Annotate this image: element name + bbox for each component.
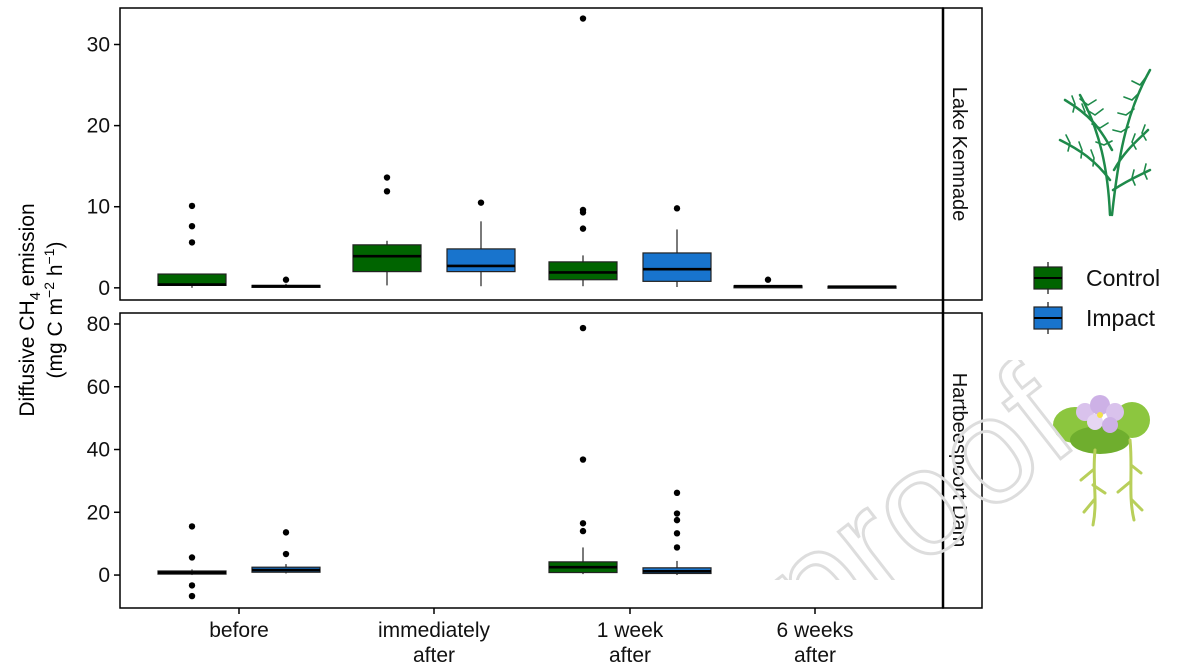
panel-marks: 0 10 20 30 bbox=[87, 15, 897, 300]
box-body bbox=[352, 244, 422, 273]
outlier-point bbox=[383, 174, 391, 181]
y-tick-label: 10 bbox=[87, 196, 110, 219]
y-tick-label: 0 bbox=[98, 277, 110, 300]
x-tick-label-line2: after bbox=[413, 644, 455, 667]
outlier-point bbox=[579, 206, 587, 214]
box-body bbox=[446, 248, 516, 273]
water-hyacinth-illustration-icon bbox=[1053, 395, 1150, 527]
outlier-point bbox=[383, 188, 391, 195]
outlier-point bbox=[673, 544, 681, 551]
y-axis-title-line2: (mg C m−2 h−1) bbox=[41, 242, 67, 379]
outlier-point bbox=[188, 239, 196, 246]
outlier-point bbox=[188, 202, 196, 210]
box-impact bbox=[251, 276, 321, 288]
box-control bbox=[733, 276, 803, 289]
box-control bbox=[157, 523, 227, 600]
box-impact bbox=[642, 205, 712, 288]
outlier-point bbox=[579, 225, 587, 232]
x-tick-label: before bbox=[209, 619, 269, 642]
panel-border bbox=[119, 312, 944, 609]
box-impact bbox=[446, 199, 516, 287]
outlier-point bbox=[282, 550, 290, 558]
outlier-point bbox=[188, 222, 196, 230]
box-impact bbox=[827, 285, 897, 289]
box-control bbox=[157, 202, 227, 288]
outlier-point bbox=[764, 276, 772, 283]
outlier-point bbox=[673, 205, 681, 212]
panel-border bbox=[119, 7, 944, 301]
y-tick-label: 60 bbox=[87, 376, 110, 399]
y-tick-label: 20 bbox=[87, 501, 110, 524]
box-control bbox=[548, 15, 618, 287]
box-impact bbox=[642, 489, 712, 576]
y-tick-label: 0 bbox=[98, 564, 110, 587]
outlier-point bbox=[282, 276, 290, 283]
box-body bbox=[548, 261, 618, 281]
outlier-point bbox=[579, 324, 587, 332]
facet-strip-label: Hartbeespoort Dam bbox=[948, 373, 970, 548]
legend: Control Impact bbox=[1033, 262, 1160, 334]
panel-hartbeespoort-dam: 0 20 40 60 80 Hartbeespoort Dam bbox=[87, 312, 983, 609]
y-tick-label: 30 bbox=[87, 34, 110, 57]
outlier-point bbox=[579, 456, 587, 463]
outlier-point bbox=[673, 489, 681, 497]
box-impact bbox=[251, 529, 321, 574]
waterweed-illustration-icon bbox=[1058, 68, 1152, 217]
box-control bbox=[352, 174, 422, 286]
outlier-point bbox=[188, 582, 196, 589]
y-axis-title-line1: Diffusive CH4 emission bbox=[16, 203, 44, 416]
outlier-point bbox=[188, 592, 196, 600]
panel-marks: 0 20 40 60 80 bbox=[87, 313, 712, 600]
outlier-point bbox=[579, 15, 587, 22]
x-tick-label: 1 week bbox=[597, 619, 664, 642]
legend-label: Impact bbox=[1086, 305, 1156, 331]
outlier-point bbox=[188, 523, 196, 530]
facet-strip bbox=[942, 7, 983, 301]
outlier-point bbox=[579, 520, 587, 527]
outlier-point bbox=[188, 554, 196, 561]
outlier-point bbox=[673, 530, 681, 537]
y-tick-label: 20 bbox=[87, 115, 110, 138]
box-body bbox=[642, 252, 712, 282]
outlier-point bbox=[579, 527, 587, 535]
facet-strip-label: Lake Kemnade bbox=[948, 87, 970, 222]
outlier-point bbox=[282, 529, 290, 536]
x-tick-label-line2: after bbox=[609, 644, 651, 667]
legend-label: Control bbox=[1086, 265, 1160, 291]
x-tick-label: immediately bbox=[378, 619, 491, 642]
box-control bbox=[548, 324, 618, 575]
y-tick-label: 40 bbox=[87, 439, 110, 462]
outlier-point bbox=[673, 510, 681, 517]
outlier-point bbox=[673, 516, 681, 524]
x-tick-label-line2: after bbox=[794, 644, 836, 667]
panel-lake-kemnade: 0 10 20 30 Lake Kemnade bbox=[87, 7, 983, 301]
outlier-point bbox=[477, 199, 485, 206]
x-tick-label: 6 weeks bbox=[776, 619, 853, 642]
y-tick-label: 80 bbox=[87, 313, 110, 336]
